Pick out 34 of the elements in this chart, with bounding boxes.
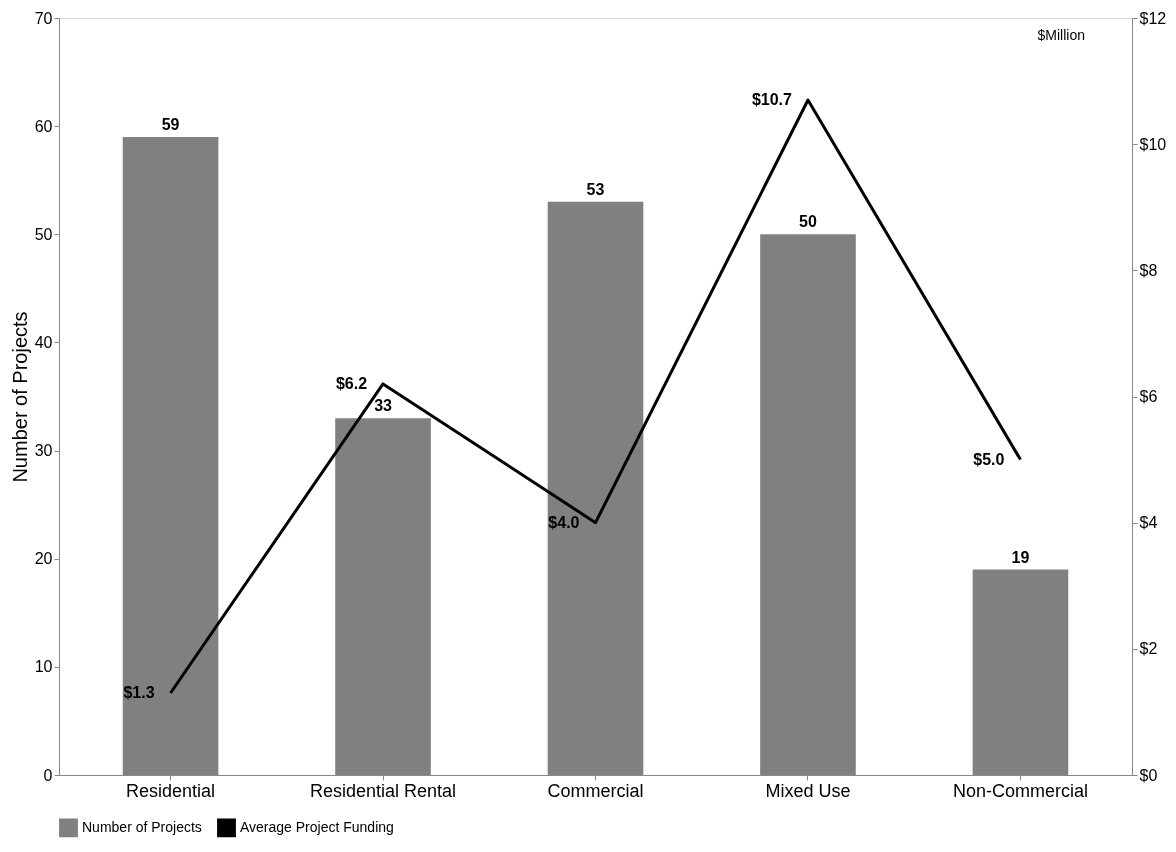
y2-tick-label: $8 [1139,261,1158,279]
x-tick-label: Non-Commercial [952,780,1088,801]
y2-tick-label: $2 [1139,640,1158,658]
x-tick-label: Residential [126,780,216,801]
y-tick-label: 50 [34,225,53,243]
y-tick-label: 40 [34,333,53,351]
x-tick-label: Residential Rental [309,780,457,801]
data-label: 19 [1011,548,1030,566]
data-label: 50 [799,213,817,231]
y2-tick-label: $6 [1139,388,1158,405]
x-tick-label: Mixed Use [765,780,851,801]
y-tick-label: 20 [34,550,53,568]
x-tick-label: Commercial [547,780,644,801]
y-axis-title: Number of Projects [8,311,31,483]
data-label: $1.3 [123,683,155,701]
data-label: $6.2 [335,374,368,392]
y-tick-label: 30 [34,442,53,460]
legend-label: Number of Projects [82,818,202,835]
data-label: $5.0 [973,450,1005,468]
data-label: 53 [586,180,605,198]
y2-tick-label: $10 [1139,135,1167,153]
data-label: $10.7 [751,91,793,109]
y2-tick-label: $0 [1139,766,1158,784]
y2-tick-label: $4 [1139,514,1158,532]
y-tick-label: 10 [34,658,53,676]
legend-label: Average Project Funding [240,818,394,835]
annotation: $Million [1037,27,1085,43]
y2-tick-label: $12 [1139,9,1167,27]
y-tick-label: 60 [34,117,53,135]
y-tick-label: 0 [43,766,53,784]
y-tick-label: 70 [34,9,53,27]
data-label: $4.0 [548,513,580,531]
data-label: 33 [374,397,393,415]
data-label: 59 [161,115,180,133]
